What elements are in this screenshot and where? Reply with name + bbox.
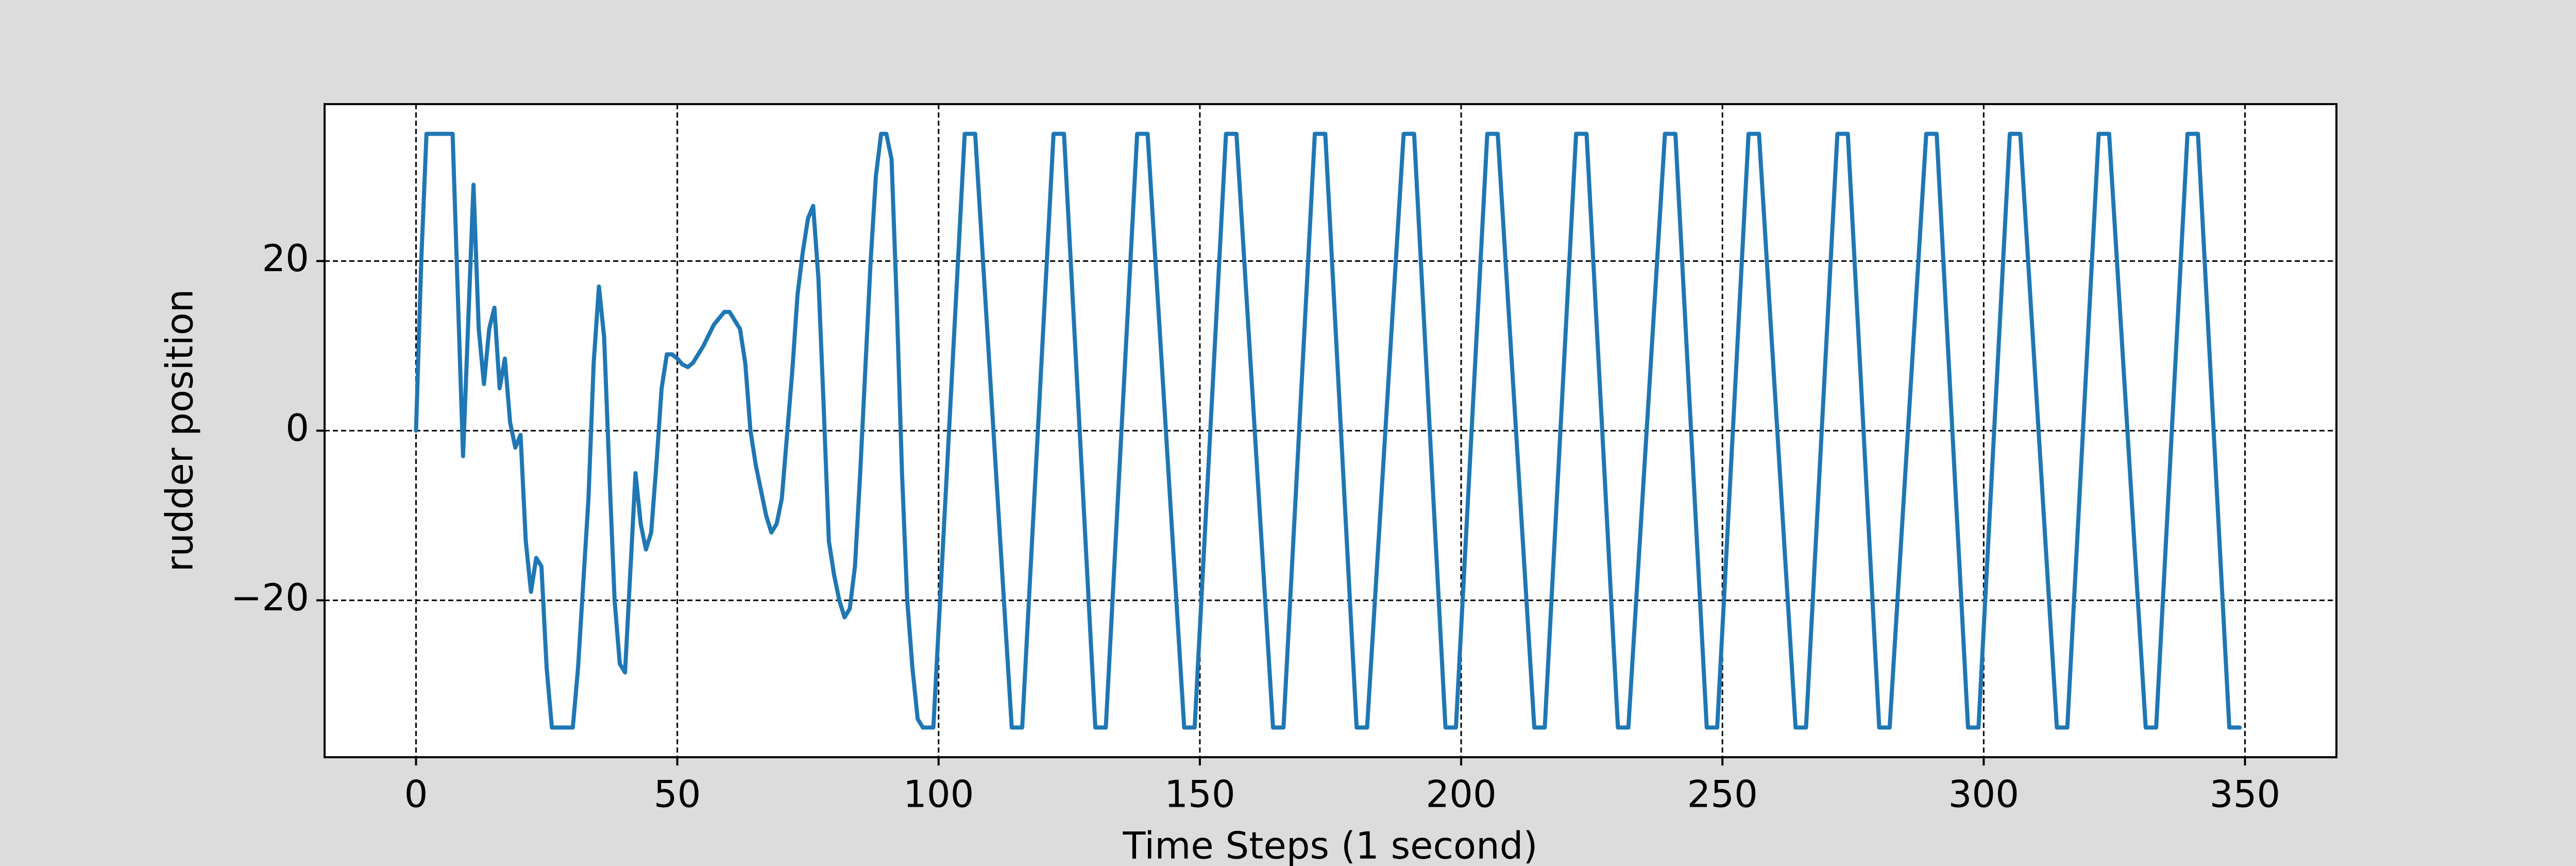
x-tick-label: 200 bbox=[1426, 773, 1496, 816]
series bbox=[414, 131, 2242, 730]
data-line bbox=[414, 131, 2242, 730]
x-tick-label: 250 bbox=[1687, 773, 1757, 816]
y-tick-label: 20 bbox=[262, 237, 309, 280]
ticks: 0 50 100 150 200 250 300 350 −20 0 20 bbox=[231, 237, 2280, 816]
x-tick-label: 0 bbox=[404, 773, 428, 816]
y-tick-label: −20 bbox=[231, 576, 309, 619]
x-tick-label: 50 bbox=[654, 773, 701, 816]
y-axis-label: rudder position bbox=[158, 289, 201, 572]
x-tick-label: 150 bbox=[1164, 773, 1235, 816]
x-axis-label: Time Steps (1 second) bbox=[1122, 824, 1537, 866]
x-tick-label: 350 bbox=[2210, 773, 2280, 816]
y-tick-label: 0 bbox=[285, 406, 309, 449]
x-tick-label: 100 bbox=[903, 773, 974, 816]
x-tick-label: 300 bbox=[1948, 773, 2019, 816]
